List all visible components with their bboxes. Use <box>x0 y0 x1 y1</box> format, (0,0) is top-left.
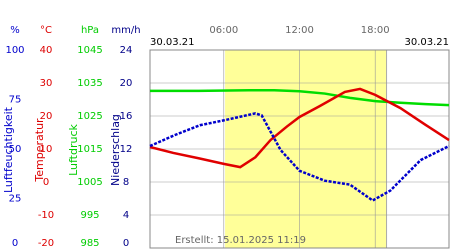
axis-title: Temperatur <box>33 118 46 183</box>
y-tick-label: 1045 <box>77 45 102 56</box>
axis-unit: hPa <box>81 25 99 36</box>
y-tick-label: 20 <box>120 78 133 89</box>
y-tick-label: 1025 <box>77 111 102 122</box>
y-tick-label: 0 <box>43 177 49 188</box>
y-tick-label: 16 <box>120 111 133 122</box>
y-tick-label: 30 <box>40 78 53 89</box>
y-tick-label: 8 <box>123 177 129 188</box>
axis-unit: mm/h <box>111 25 140 36</box>
y-tick-label: 1005 <box>77 177 102 188</box>
y-tick-label: 100 <box>5 45 24 56</box>
y-tick-label: 1015 <box>77 144 102 155</box>
y-tick-label: 20 <box>40 111 53 122</box>
series-line <box>150 89 450 107</box>
y-tick-label: 0 <box>12 238 18 249</box>
plot-border <box>149 49 450 249</box>
y-tick-label: 10 <box>40 144 53 155</box>
y-tick-label: 75 <box>9 95 22 106</box>
y-tick-label: 1035 <box>77 78 102 89</box>
y-tick-label: -20 <box>38 238 54 249</box>
axis-unit: % <box>10 25 20 36</box>
y-tick-label: -10 <box>38 210 54 221</box>
y-tick-label: 0 <box>123 238 129 249</box>
y-tick-label: 40 <box>40 45 53 56</box>
y-tick-label: 24 <box>120 45 133 56</box>
x-tick-label: 12:00 <box>285 25 314 36</box>
y-tick-label: 50 <box>9 144 22 155</box>
axis-title: Luftdruck <box>67 123 80 175</box>
y-tick-label: 995 <box>80 210 99 221</box>
axis-title: Niederschlag <box>109 114 122 186</box>
footer: Erstellt: 15.01.2025 11:19 <box>175 235 306 246</box>
axis-unit: °C <box>40 25 52 36</box>
y-tick-label: 985 <box>80 238 99 249</box>
y-tick-label: 4 <box>123 210 129 221</box>
series-line <box>149 87 450 169</box>
x-tick-label: 06:00 <box>209 25 238 36</box>
x-tick-label: 18:00 <box>361 25 390 36</box>
date-left: 30.03.21 <box>150 37 195 48</box>
y-tick-label: 12 <box>120 144 133 155</box>
date-right: 30.03.21 <box>404 37 449 48</box>
y-tick-label: 25 <box>9 194 22 205</box>
axis-title: Luftfeuchtigkeit <box>2 106 15 193</box>
